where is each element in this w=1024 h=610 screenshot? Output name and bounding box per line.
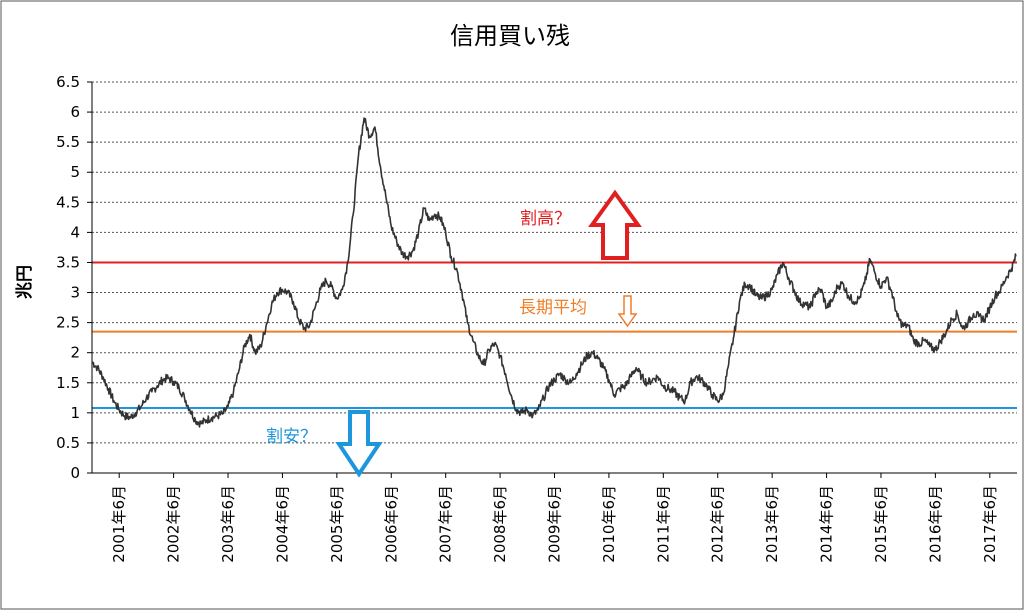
y-tick-label: 1.5	[56, 374, 80, 392]
down-arrow-icon	[617, 295, 638, 328]
up-arrow-icon	[588, 189, 642, 260]
y-tick-label: 6	[70, 103, 80, 121]
x-tick-label: 2005年6月	[328, 485, 346, 563]
x-tick-labels: 2001年6月 2002年6月 2003年6月 2004年6月 2005年6月 2006年…	[110, 485, 999, 563]
x-tick-label: 2011年6月	[654, 485, 672, 563]
x-tick-label: 2008年6月	[491, 485, 509, 563]
y-tick-label: 2	[70, 344, 80, 362]
x-tick-label: 2010年6月	[600, 485, 618, 563]
x-tick-label: 2009年6月	[546, 485, 564, 563]
x-tick-label: 2014年6月	[818, 485, 836, 563]
y-tick-label: 1	[70, 404, 80, 422]
y-tick-label: 0.5	[56, 434, 80, 452]
x-tick-label: 2015年6月	[872, 485, 890, 563]
x-tick-label: 2003年6月	[219, 485, 237, 563]
y-tick-label: 6.5	[56, 73, 80, 91]
annotation-overvalued: 割高？	[520, 209, 571, 229]
x-tick-label: 2012年6月	[709, 485, 727, 563]
y-tick-label: 4.5	[56, 193, 80, 211]
y-tick-labels: 0 0.5 1 1.5 2 2.5 3 3.5 4 4.5 5 5.5 6 6.5	[56, 73, 80, 482]
y-tick-label: 4	[70, 223, 80, 241]
chart-title: 信用買い残	[450, 22, 570, 50]
y-tick-label: 3.5	[56, 253, 80, 271]
series-line	[91, 117, 1017, 428]
y-tick-label: 0	[70, 464, 80, 482]
x-tick-label: 2013年6月	[763, 485, 781, 563]
y-tick-label: 2.5	[56, 314, 80, 332]
x-tick-label: 2016年6月	[926, 485, 944, 563]
axes	[87, 81, 1017, 478]
x-tick-label: 2007年6月	[437, 485, 455, 563]
y-tick-label: 3	[70, 284, 80, 302]
reference-lines	[92, 261, 1017, 410]
x-tick-label: 2002年6月	[165, 485, 183, 563]
down-arrow-icon-large	[335, 410, 383, 478]
annotation-undervalued: 割安？	[266, 427, 317, 447]
x-tick-label: 2004年6月	[273, 485, 291, 563]
x-tick-label: 2006年6月	[382, 485, 400, 563]
x-tick-label: 2017年6月	[981, 485, 999, 563]
x-tick-label: 2001年6月	[110, 485, 128, 563]
annotation-long-term-average: 長期平均	[519, 298, 587, 318]
series-group	[91, 117, 1017, 428]
y-tick-label: 5	[70, 163, 80, 181]
y-tick-label: 5.5	[56, 133, 80, 151]
y-axis-label: 兆円	[15, 265, 35, 299]
